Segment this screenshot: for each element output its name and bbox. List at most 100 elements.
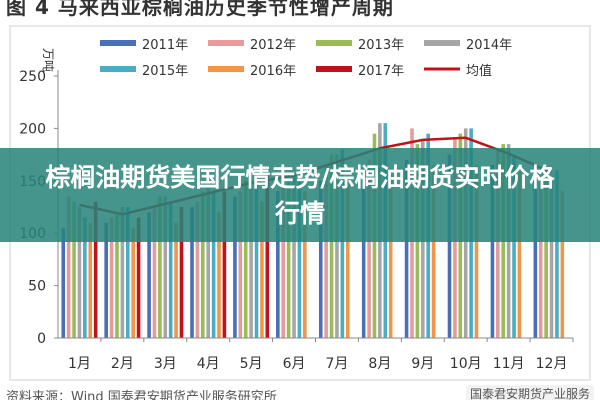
bar-2016年	[260, 201, 264, 338]
bar-2012年	[324, 165, 328, 338]
y-tick-label: 200	[19, 121, 46, 137]
bar-2017年	[93, 201, 98, 338]
bar-2015年	[211, 191, 216, 338]
x-tick-label: 4月	[197, 356, 220, 372]
bar-2017年	[179, 207, 184, 338]
bar-2013年	[286, 180, 291, 338]
legend-swatch-2017年	[316, 66, 352, 72]
y-tick-label: 0	[37, 331, 46, 347]
bar-2015年	[168, 201, 173, 338]
bar-2011年	[104, 222, 108, 338]
bar-2015年	[83, 217, 87, 338]
axes: 050100150200250万吨1月2月3月4月5月6月7月8月9月10月11…	[19, 48, 574, 372]
bar-2011年	[190, 207, 194, 338]
bar-2015年	[297, 170, 302, 338]
bar-2016年	[431, 165, 436, 338]
bar-2011年	[276, 191, 280, 338]
bar-2016年	[303, 191, 307, 338]
legend-label: 2016年	[250, 64, 296, 79]
bar-2013年	[72, 201, 76, 338]
bar-2017年	[222, 191, 227, 338]
y-tick-label: 50	[28, 279, 46, 295]
chart-title-strip: 图 4 马来西亚棕榈油历史季节性增产周期	[0, 0, 600, 26]
bar-2016年	[388, 175, 393, 338]
bar-2012年	[281, 186, 286, 338]
legend-label: 2012年	[250, 38, 296, 53]
bar-2011年	[404, 159, 409, 338]
bar-2015年	[254, 180, 259, 338]
bar-2016年	[474, 165, 479, 338]
source-note: 资料来源：Wind 国泰君安期货产业服务研究所	[6, 390, 277, 400]
bar-2012年	[195, 201, 200, 338]
bar-2014年	[292, 175, 296, 338]
x-tick-label: 11月	[493, 356, 525, 372]
source-strip: 资料来源：Wind 国泰君安期货产业服务研究所 国泰君安期货产业服务	[0, 382, 600, 400]
bar-2012年	[238, 191, 243, 338]
x-tick-label: 12月	[536, 356, 568, 372]
bar-2011年	[318, 180, 323, 338]
x-tick-label: 1月	[68, 356, 91, 372]
x-tick-label: 2月	[111, 356, 134, 372]
bar-2013年	[243, 180, 248, 338]
bar-2015年	[125, 207, 130, 338]
bar-2014年	[120, 207, 125, 338]
banner-text: 棕榈油期货美国行情走势/棕榈油期货实时价格行情	[45, 163, 555, 228]
bar-2012年	[367, 159, 371, 338]
legend-label: 2013年	[358, 38, 404, 53]
bar-2016年	[88, 222, 93, 338]
bar-2014年	[206, 186, 211, 338]
bar-2013年	[115, 212, 119, 338]
legend: 2011年 2012年 2013年 2014年 2015年 2016年 2017年 均值	[100, 38, 512, 79]
bar-2017年	[136, 217, 141, 338]
x-tick-label: 5月	[240, 356, 263, 372]
banner-overlay	[0, 148, 600, 242]
bar-2012年	[538, 175, 543, 338]
bar-2013年	[158, 196, 162, 338]
bar-2015年	[555, 170, 559, 338]
legend-swatch-2013年	[316, 40, 352, 46]
bar-2016年	[174, 222, 178, 338]
y-axis-label: 万吨	[41, 48, 55, 72]
bar-2016年	[217, 212, 221, 338]
x-tick-label: 6月	[283, 356, 306, 372]
bar-2013年	[329, 154, 334, 338]
bar-2013年	[201, 191, 205, 338]
bar-2011年	[147, 212, 151, 338]
bar-2015年	[512, 154, 516, 338]
legend-label: 2017年	[358, 64, 404, 79]
legend-swatch-2016年	[208, 66, 244, 72]
legend-swatch-2011年	[100, 40, 136, 46]
bar-2011年	[361, 170, 366, 338]
bar-2012年	[109, 217, 114, 338]
bar-2016年	[517, 170, 522, 338]
x-tick-label: 8月	[368, 356, 391, 372]
bar-2011年	[61, 227, 66, 338]
bar-2011年	[447, 154, 452, 338]
x-tick-label: 9月	[411, 356, 434, 372]
bar-2014年	[549, 175, 554, 338]
bar-2017年	[265, 175, 270, 338]
bar-2012年	[66, 196, 71, 338]
bar-2016年	[560, 191, 565, 338]
legend-label: 2015年	[142, 64, 188, 79]
bar-2011年	[233, 196, 237, 338]
y-tick-label: 250	[19, 69, 46, 85]
legend-label: 均值	[466, 63, 492, 79]
bar-2014年	[77, 207, 82, 338]
x-tick-label: 10月	[450, 356, 482, 372]
legend-swatch-2014年	[424, 40, 460, 46]
bar-2014年	[335, 154, 339, 338]
chart-title: 图 4 马来西亚棕榈油历史季节性增产周期	[6, 0, 394, 19]
bar-2012年	[152, 207, 157, 338]
legend-swatch-2012年	[208, 40, 244, 46]
x-tick-label: 7月	[325, 356, 348, 372]
bar-2014年	[163, 196, 168, 338]
bar-2014年	[249, 180, 253, 338]
legend-label: 2014年	[466, 38, 512, 53]
bar-2016年	[345, 180, 350, 338]
x-tick-label: 3月	[154, 356, 177, 372]
bar-2015年	[340, 149, 345, 338]
bar-2016年	[131, 227, 135, 338]
legend-swatch-2015年	[100, 66, 136, 72]
bar-2011年	[533, 180, 538, 338]
